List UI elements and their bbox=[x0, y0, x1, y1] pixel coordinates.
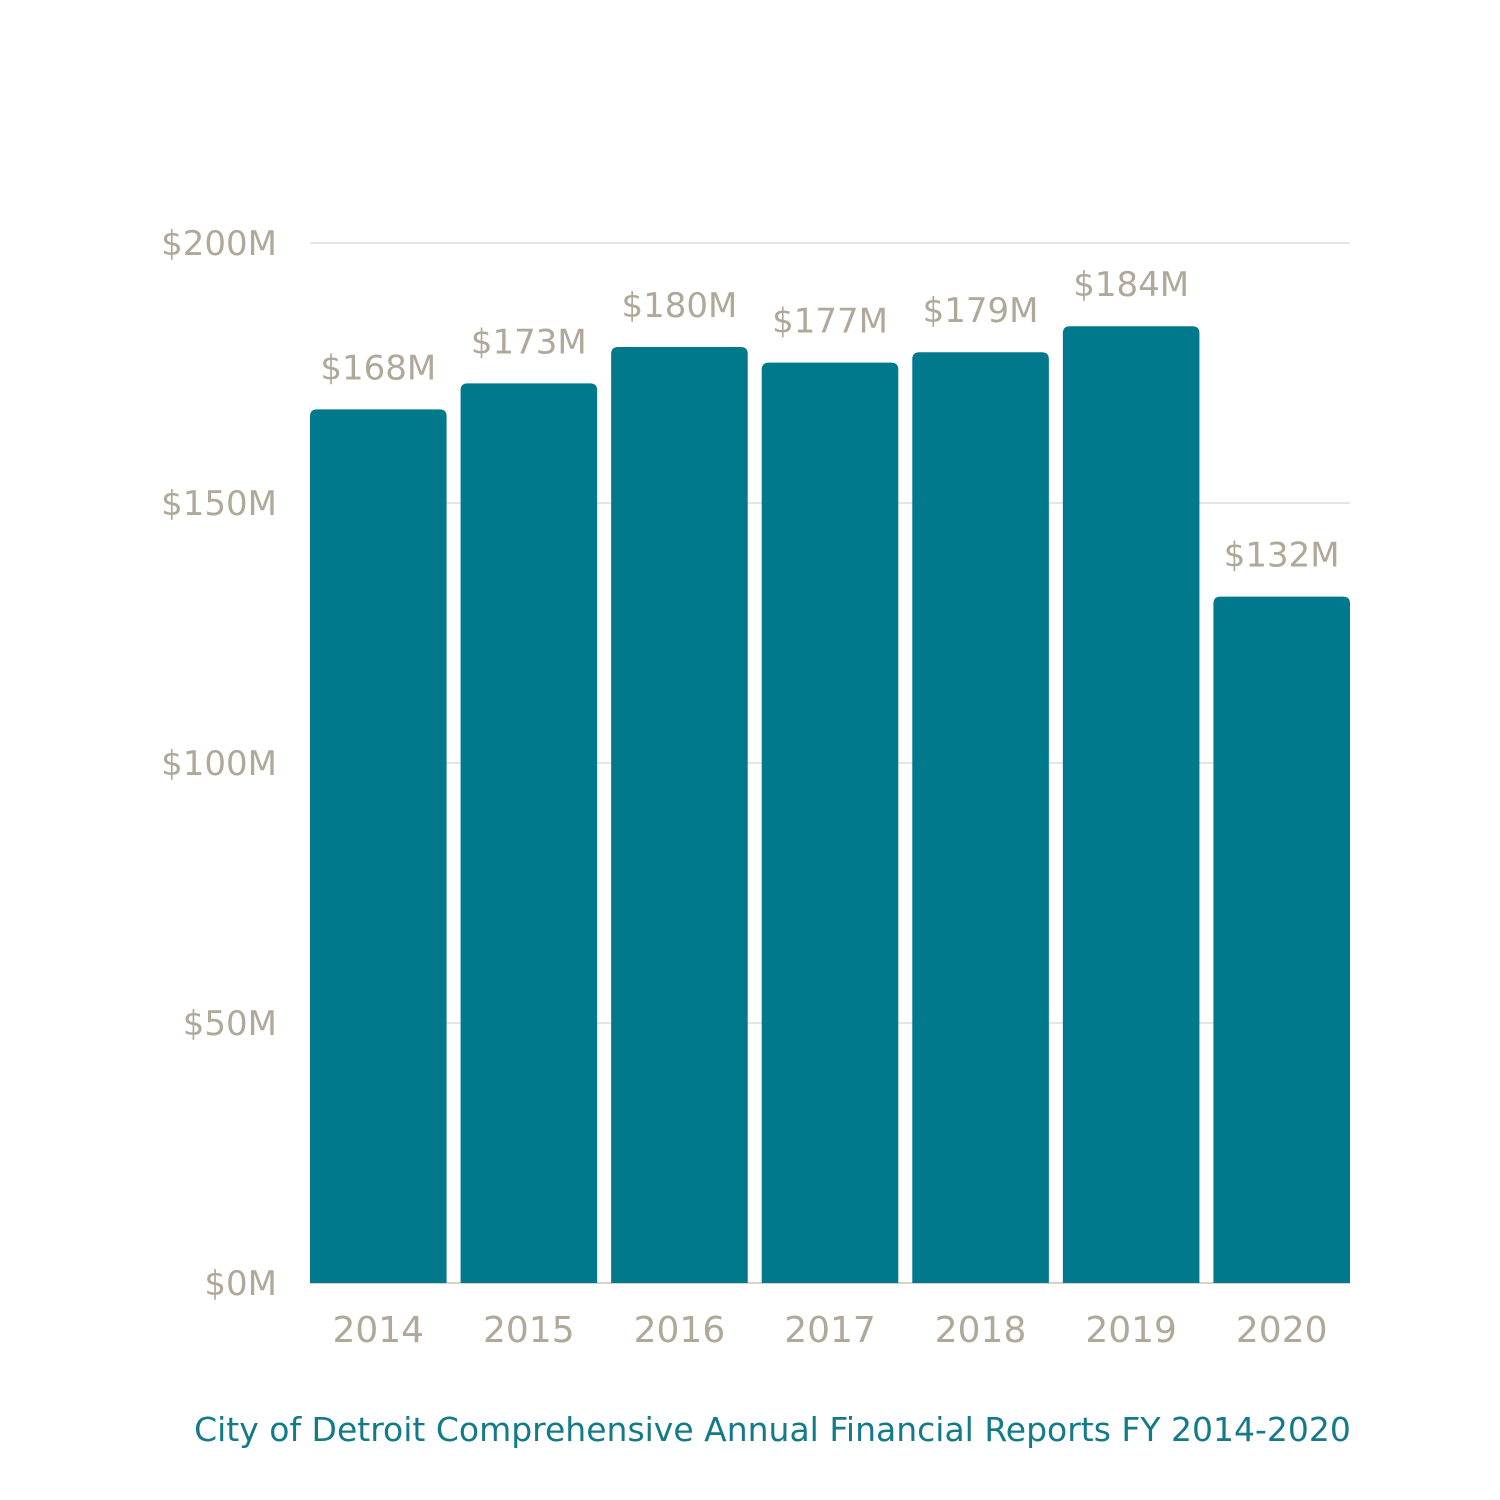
y-tick-label: $0M bbox=[204, 1264, 277, 1304]
x-axis-ticks: 2014 2015 2016 2017 2018 2019 2020 bbox=[332, 1310, 1327, 1351]
x-tick-label: 2019 bbox=[1085, 1310, 1177, 1351]
bar-2020 bbox=[1213, 596, 1350, 1283]
x-tick-label: 2020 bbox=[1236, 1310, 1328, 1351]
y-tick-label: $100M bbox=[161, 744, 277, 784]
x-tick-label: 2014 bbox=[332, 1310, 424, 1351]
data-label-2017: $177M bbox=[772, 302, 888, 342]
x-tick-label: 2018 bbox=[935, 1310, 1027, 1351]
bar-2015 bbox=[460, 383, 598, 1283]
x-tick-label: 2015 bbox=[483, 1310, 575, 1351]
y-tick-label: $200M bbox=[161, 224, 277, 264]
bar-2018 bbox=[912, 352, 1049, 1283]
data-labels: $168M $173M $180M $177M $179M $184M $132M bbox=[320, 265, 1339, 575]
source-note: City of Detroit Comprehensive Annual Fin… bbox=[194, 1410, 1351, 1449]
bar-2019 bbox=[1062, 326, 1200, 1283]
x-tick-label: 2016 bbox=[634, 1310, 726, 1351]
bar-2017 bbox=[761, 362, 899, 1284]
bars bbox=[310, 326, 1350, 1284]
data-label-2016: $180M bbox=[621, 286, 737, 326]
y-tick-label: $150M bbox=[161, 484, 277, 524]
y-axis-ticks: $0M $50M $100M $150M $200M bbox=[161, 224, 277, 1304]
y-tick-label: $50M bbox=[183, 1004, 277, 1044]
bar-2016 bbox=[611, 347, 748, 1283]
bar-2014 bbox=[310, 409, 447, 1283]
data-label-2014: $168M bbox=[320, 348, 436, 388]
data-label-2020: $132M bbox=[1224, 536, 1340, 576]
x-tick-label: 2017 bbox=[784, 1310, 876, 1351]
data-label-2018: $179M bbox=[923, 291, 1039, 331]
data-label-2015: $173M bbox=[471, 322, 587, 362]
data-label-2019: $184M bbox=[1073, 265, 1189, 305]
